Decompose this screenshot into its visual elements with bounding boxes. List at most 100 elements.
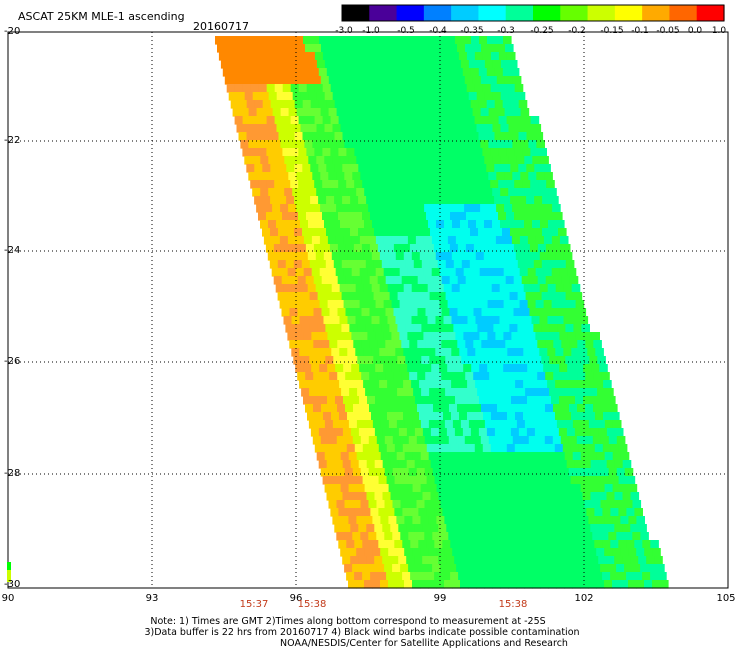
- swath-cell: [567, 268, 577, 277]
- swath-cell: [519, 300, 529, 309]
- swath-cell: [324, 420, 334, 429]
- swath-cell: [306, 212, 315, 221]
- swath-cell: [575, 300, 585, 309]
- swath-cell: [282, 52, 292, 61]
- swath-cell: [474, 444, 484, 453]
- swath-cell: [340, 420, 350, 429]
- swath-cell: [472, 532, 481, 541]
- swath-cell: [468, 60, 478, 69]
- swath-cell: [551, 396, 560, 405]
- swath-cell: [372, 124, 382, 133]
- swath-cell: [545, 276, 555, 285]
- swath-cell: [358, 164, 367, 173]
- swath-cell: [284, 60, 294, 69]
- swath-cell: [361, 340, 370, 349]
- swath-cell: [342, 100, 352, 109]
- swath-cell: [446, 132, 456, 141]
- swath-cell: [254, 68, 264, 77]
- swath-cell: [377, 372, 386, 381]
- swath-cell: [318, 196, 327, 205]
- swath-cell: [392, 468, 402, 477]
- swath-cell: [312, 140, 321, 149]
- swath-cell: [445, 356, 454, 365]
- swath-cell: [308, 220, 317, 229]
- swath-cell: [538, 180, 547, 189]
- swath-cell: [393, 404, 402, 413]
- swath-cell: [447, 36, 456, 45]
- swath-cell: [368, 76, 378, 85]
- swath-cell: [362, 572, 371, 581]
- swath-cell: [551, 236, 561, 245]
- swath-cell: [496, 76, 506, 85]
- swath-cell: [476, 156, 485, 165]
- swath-cell: [658, 572, 667, 581]
- swath-cell: [248, 76, 258, 85]
- swath-cell: [329, 340, 338, 349]
- swath-cell: [507, 380, 516, 389]
- swath-cell: [338, 476, 348, 485]
- swath-cell: [593, 372, 602, 381]
- swath-cell: [604, 484, 614, 493]
- swath-cell: [407, 396, 416, 405]
- swath-cell: [497, 276, 507, 285]
- swath-cell: [351, 268, 361, 277]
- swath-cell: [362, 148, 371, 157]
- swath-cell: [452, 516, 461, 525]
- swath-cell: [399, 268, 409, 277]
- swath-cell: [384, 532, 393, 541]
- swath-cell: [504, 140, 513, 149]
- swath-cell: [407, 236, 417, 245]
- swath-cell: [478, 524, 487, 533]
- colorbar-segment: [614, 5, 643, 21]
- swath-cell: [493, 356, 502, 365]
- swath-cell: [355, 380, 364, 389]
- swath-cell: [454, 132, 464, 141]
- swath-cell: [495, 300, 505, 309]
- swath-cell: [271, 268, 281, 277]
- swath-cell: [509, 324, 518, 333]
- swath-cell: [373, 388, 382, 397]
- swath-cell: [358, 68, 368, 77]
- swath-cell: [314, 444, 324, 453]
- swath-cell: [440, 468, 450, 477]
- swath-cell: [445, 324, 454, 333]
- swath-cell: [539, 316, 549, 325]
- swath-cell: [486, 428, 496, 437]
- swath-cell: [492, 548, 501, 557]
- swath-cell: [344, 76, 354, 85]
- swath-cell: [464, 172, 473, 181]
- swath-cell: [463, 300, 473, 309]
- swath-cell: [586, 540, 595, 549]
- swath-cell: [570, 476, 580, 485]
- swath-cell: [336, 468, 346, 477]
- swath-cell: [272, 108, 282, 117]
- swath-cell: [409, 372, 418, 381]
- swath-cell: [406, 68, 416, 77]
- swath-cell: [320, 204, 329, 213]
- swath-cell: [412, 124, 422, 133]
- swath-cell: [238, 100, 248, 109]
- swath-cell: [281, 308, 291, 317]
- swath-cell: [514, 212, 523, 221]
- swath-cell: [327, 332, 336, 341]
- swath-cell: [426, 540, 435, 549]
- swath-cell: [390, 228, 399, 237]
- swath-cell: [313, 404, 322, 413]
- swath-cell: [532, 220, 541, 229]
- swath-cell: [341, 292, 351, 301]
- swath-cell: [430, 164, 439, 173]
- swath-cell: [366, 556, 375, 565]
- swath-cell: [250, 180, 259, 189]
- swath-cell: [563, 348, 572, 357]
- swath-cell: [385, 308, 395, 317]
- swath-cell: [497, 340, 506, 349]
- legend-marker-2: [7, 570, 11, 582]
- swath-cell: [541, 260, 551, 269]
- swath-cell: [324, 156, 333, 165]
- swath-cell: [632, 532, 641, 541]
- swath-cell: [303, 332, 312, 341]
- swath-cell: [531, 316, 541, 325]
- swath-cell: [487, 268, 497, 277]
- swath-cell: [530, 180, 539, 189]
- swath-cell: [460, 92, 470, 101]
